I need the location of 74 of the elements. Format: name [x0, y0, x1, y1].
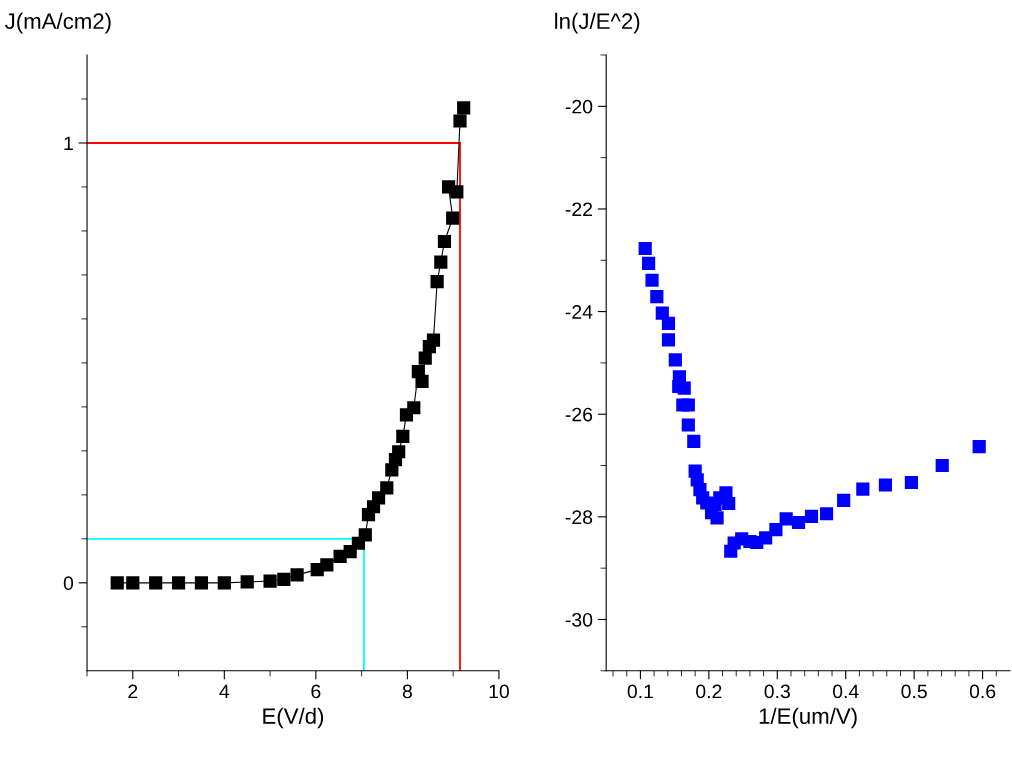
x-tick-label: 6 [311, 684, 321, 699]
x-tick-label: 0.5 [901, 684, 927, 699]
point [358, 528, 372, 542]
point [710, 511, 724, 525]
x-tick-label: 2 [128, 684, 138, 699]
point [407, 401, 421, 415]
point [110, 576, 124, 590]
point [878, 478, 893, 492]
point [804, 509, 819, 523]
point [856, 482, 870, 496]
y-axis-title: ln(J/E^2) [555, 12, 640, 34]
point [320, 558, 334, 572]
point [791, 515, 806, 530]
point [437, 234, 452, 249]
point [371, 491, 386, 505]
x-tick-label: 0.2 [696, 684, 722, 699]
point [769, 523, 783, 537]
point [217, 576, 231, 590]
point [418, 351, 432, 365]
x-tick-label: 8 [402, 684, 412, 699]
point [380, 481, 394, 495]
y-tick-label: -26 [565, 407, 593, 422]
point [396, 429, 410, 443]
point [457, 101, 471, 115]
x-tick-label: 0.6 [969, 684, 996, 699]
point [668, 353, 682, 367]
point [450, 185, 464, 199]
point [638, 241, 652, 256]
x-tick-label: 10 [489, 684, 509, 699]
point [277, 572, 291, 586]
point [935, 458, 949, 473]
point [126, 576, 140, 590]
point [149, 576, 163, 590]
x-axis-title: E(V/d) [263, 707, 324, 729]
point [240, 575, 254, 589]
point [687, 434, 701, 448]
point [779, 512, 793, 526]
point [426, 333, 441, 347]
x-tick-label: 0.4 [832, 684, 859, 699]
point [819, 507, 834, 521]
point [430, 274, 444, 289]
point [681, 398, 695, 412]
point [642, 256, 656, 270]
point [661, 333, 676, 347]
point [446, 211, 460, 225]
point [661, 316, 676, 330]
point [650, 290, 664, 304]
point [677, 381, 691, 395]
x-tick-label: 4 [219, 684, 230, 699]
point [263, 574, 277, 588]
y-tick-label: -20 [565, 99, 593, 114]
y-tick-label: -24 [565, 305, 593, 319]
point [722, 496, 736, 511]
point [645, 273, 659, 287]
point [415, 374, 429, 388]
y-axis-title: J(mA/cm2) [5, 12, 111, 34]
y-tick-label: -28 [565, 510, 593, 525]
y-tick-label: -30 [565, 612, 593, 627]
point [290, 568, 304, 582]
y-tick-label: -22 [565, 202, 593, 216]
y-tick-label: 1 [64, 136, 73, 151]
point [972, 439, 986, 454]
point [392, 445, 406, 459]
point [904, 475, 919, 490]
point [681, 418, 695, 432]
x-tick-label: 0.1 [627, 684, 653, 699]
x-tick-label: 0.3 [764, 684, 790, 699]
x-axis-title: 1/E(um/V) [759, 707, 857, 729]
point [194, 576, 209, 590]
point [171, 576, 186, 590]
y-tick-label: 0 [63, 576, 74, 591]
point [453, 114, 467, 128]
point [434, 255, 448, 269]
point [837, 493, 851, 508]
